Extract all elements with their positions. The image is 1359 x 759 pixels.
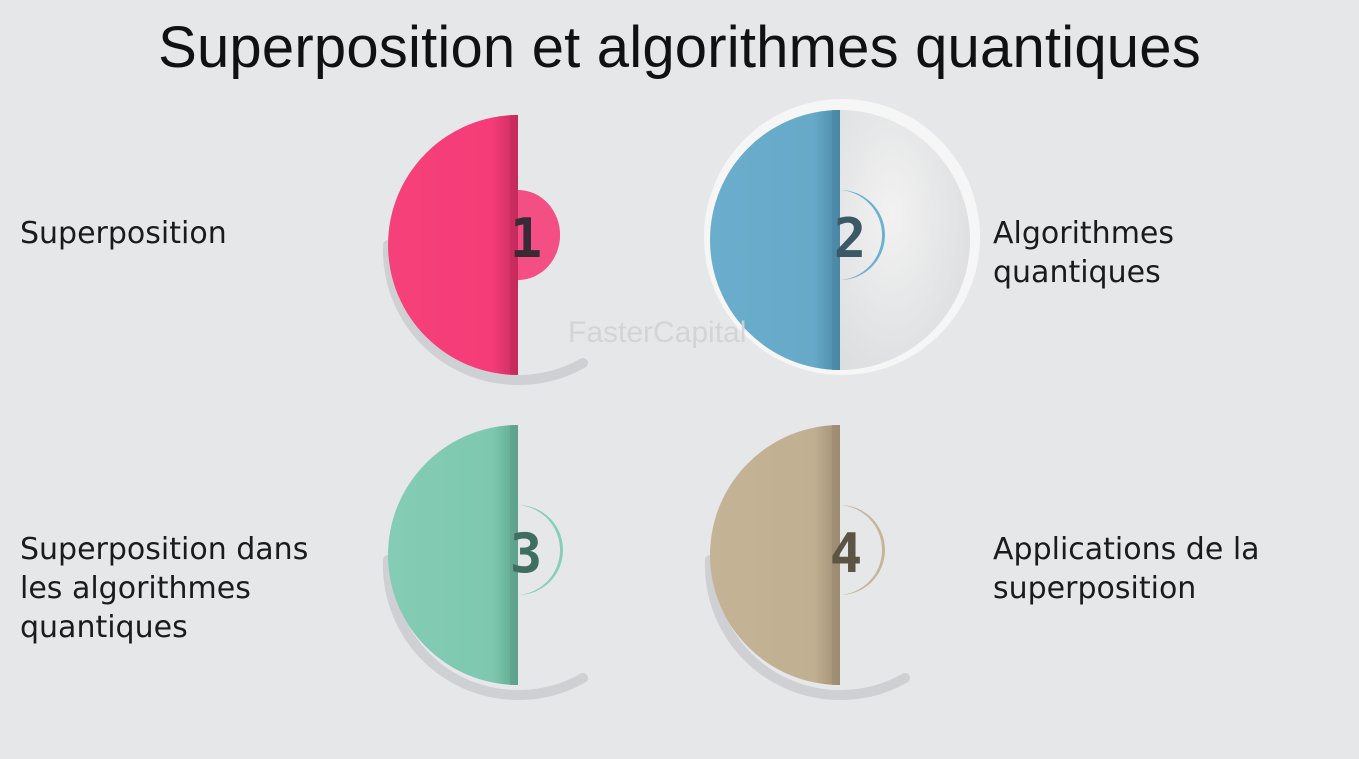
step-2-number: 2 bbox=[834, 207, 867, 270]
step-3-circle: 3 bbox=[368, 410, 668, 710]
page-title: Superposition et algorithmes quantiques bbox=[158, 15, 1201, 80]
step-3-label: Superposition dans les algorithmes quant… bbox=[20, 532, 309, 645]
step-2-graphic: 2 bbox=[704, 99, 980, 375]
step-4-graphic: 4 bbox=[704, 425, 910, 701]
step-4-half-disc bbox=[710, 425, 840, 685]
step-1-circle: 1 bbox=[368, 95, 668, 395]
step-3-number: 3 bbox=[510, 522, 543, 585]
step-3-half-disc bbox=[388, 425, 518, 685]
step-1-number: 1 bbox=[510, 207, 543, 270]
step-1-label: Superposition bbox=[20, 216, 227, 251]
step-4-number: 4 bbox=[830, 522, 863, 585]
step-2-half-disc bbox=[710, 110, 840, 370]
step-4-circle: 4 bbox=[690, 410, 990, 710]
step-2-label: Algorithmes quantiques bbox=[993, 216, 1175, 290]
step-3-graphic: 3 bbox=[382, 425, 588, 701]
step-1-half-disc bbox=[388, 115, 518, 375]
step-4-label: Applications de la superposition bbox=[993, 532, 1260, 606]
watermark-logo: FasterCapital bbox=[568, 316, 747, 349]
step-1-graphic: 1 bbox=[382, 115, 588, 386]
step-2-circle: 2 bbox=[690, 95, 990, 395]
